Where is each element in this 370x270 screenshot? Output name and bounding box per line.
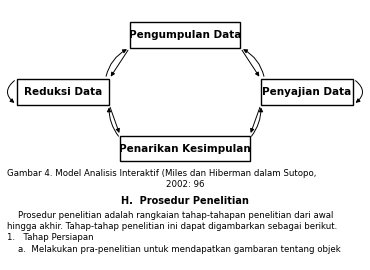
FancyBboxPatch shape <box>120 136 250 161</box>
Text: Prosedur penelitian adalah rangkaian tahap-tahapan penelitian dari awal: Prosedur penelitian adalah rangkaian tah… <box>7 211 334 220</box>
Text: Reduksi Data: Reduksi Data <box>24 87 102 97</box>
Text: a.  Melakukan pra-penelitian untuk mendapatkan gambaran tentang objek: a. Melakukan pra-penelitian untuk mendap… <box>7 245 341 254</box>
Text: H.  Prosedur Penelitian: H. Prosedur Penelitian <box>121 196 249 206</box>
Text: hingga akhir. Tahap-tahap penelitian ini dapat digambarkan sebagai berikut.: hingga akhir. Tahap-tahap penelitian ini… <box>7 222 338 231</box>
FancyBboxPatch shape <box>261 79 353 104</box>
Text: Penyajian Data: Penyajian Data <box>262 87 352 97</box>
Text: Penarikan Kesimpulan: Penarikan Kesimpulan <box>119 143 251 154</box>
Text: Gambar 4. Model Analisis Interaktif (Miles dan Hiberman dalam Sutopo,: Gambar 4. Model Analisis Interaktif (Mil… <box>7 169 317 178</box>
Text: 2002: 96: 2002: 96 <box>166 180 204 189</box>
FancyBboxPatch shape <box>130 22 240 48</box>
Text: 1.   Tahap Persiapan: 1. Tahap Persiapan <box>7 233 94 242</box>
Text: Pengumpulan Data: Pengumpulan Data <box>129 30 241 40</box>
FancyBboxPatch shape <box>17 79 109 104</box>
